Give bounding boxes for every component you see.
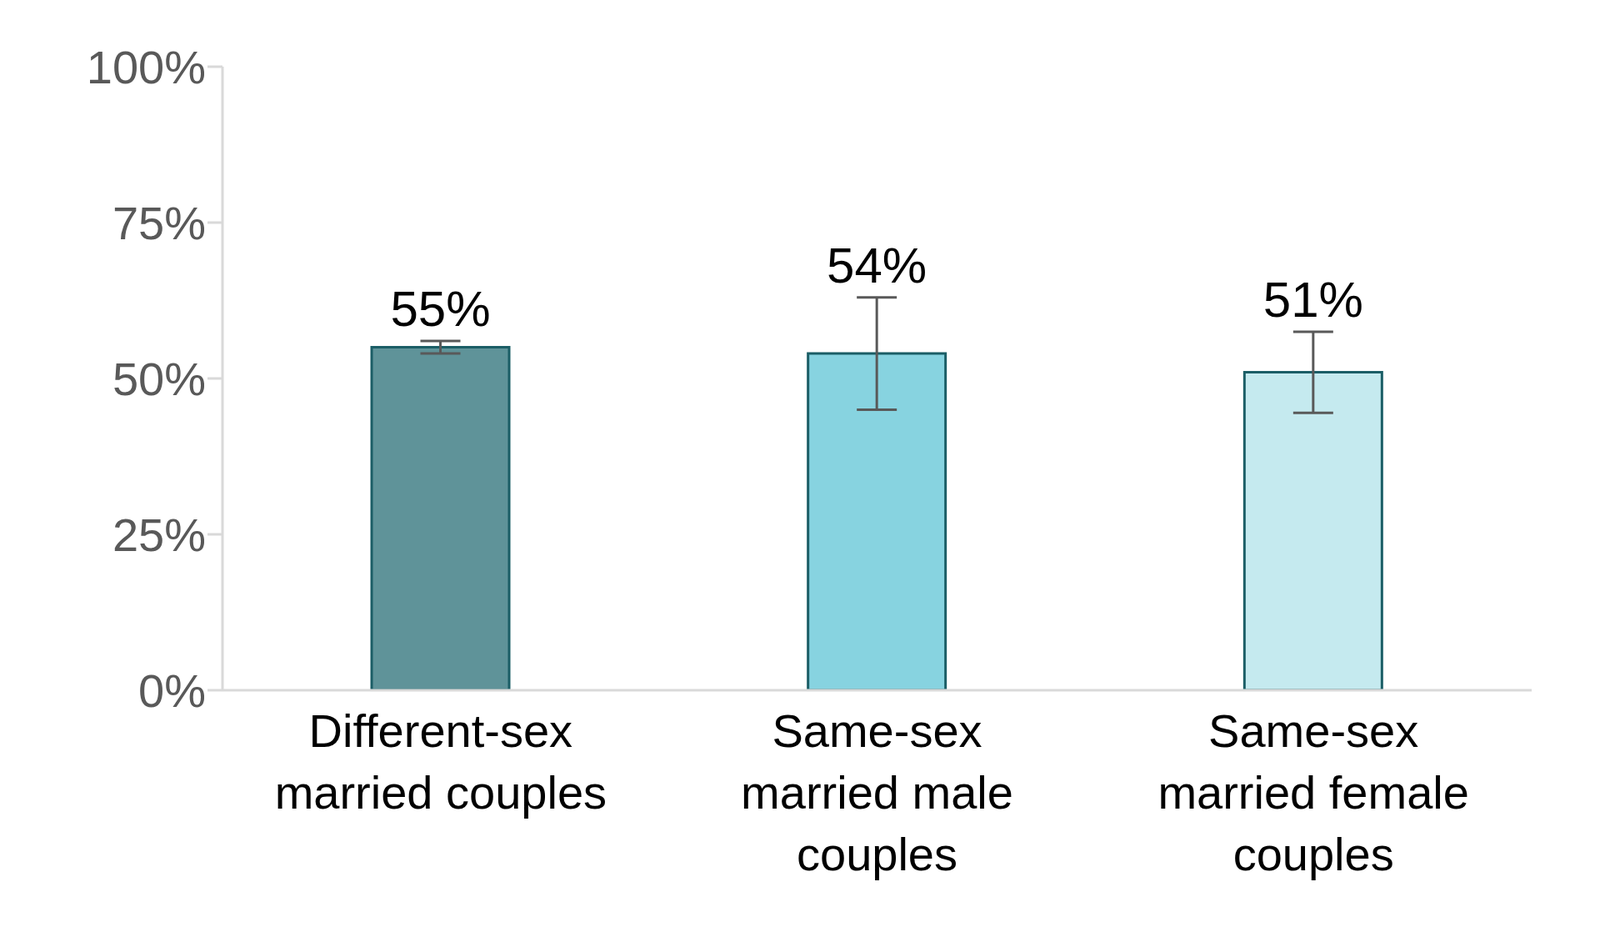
- svg-text:Same-sexmarried femalecouples: Same-sexmarried femalecouples: [1157, 704, 1469, 880]
- svg-text:Same-sexmarried malecouples: Same-sexmarried malecouples: [740, 704, 1014, 880]
- svg-text:50%: 50%: [112, 352, 206, 405]
- svg-text:51%: 51%: [1263, 271, 1364, 328]
- svg-text:54%: 54%: [826, 237, 927, 294]
- svg-text:100%: 100%: [86, 40, 206, 94]
- svg-text:0%: 0%: [138, 664, 206, 717]
- svg-text:55%: 55%: [390, 280, 490, 337]
- svg-text:Different-sexmarried couples: Different-sexmarried couples: [275, 704, 607, 819]
- svg-text:75%: 75%: [112, 196, 206, 250]
- svg-text:25%: 25%: [112, 508, 206, 561]
